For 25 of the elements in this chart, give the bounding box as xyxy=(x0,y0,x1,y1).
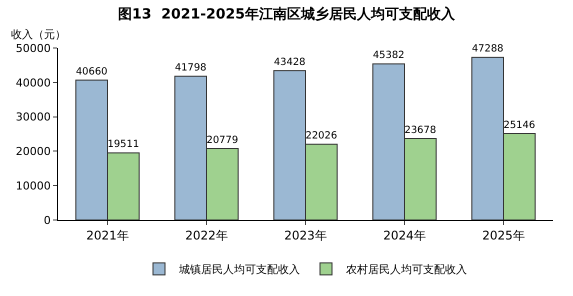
y-tick-label: 50000 xyxy=(16,42,51,55)
x-tick-label: 2024年 xyxy=(383,228,426,242)
data-label: 25146 xyxy=(504,120,536,131)
y-axis-title: 收入（元） xyxy=(11,28,66,41)
data-label: 19511 xyxy=(108,139,140,150)
y-tick-label: 20000 xyxy=(16,145,51,158)
x-tick-label: 2025年 xyxy=(482,228,525,242)
data-label: 40660 xyxy=(76,66,108,78)
data-label: 41798 xyxy=(174,62,206,74)
x-tick-label: 2022年 xyxy=(185,228,228,242)
chart-title: 图13 2021-2025年江南区城乡居民人均可支配收入 xyxy=(118,6,456,23)
x-tick-label: 2023年 xyxy=(284,228,327,242)
y-tick-label: 30000 xyxy=(16,110,51,124)
data-label: 23678 xyxy=(404,124,436,136)
data-label: 45382 xyxy=(372,50,404,62)
x-tick-label: 2021年 xyxy=(86,228,129,242)
legend-label: 农村居民人均可支配收入 xyxy=(346,263,467,276)
data-label: 20779 xyxy=(206,134,238,146)
y-tick-label: 0 xyxy=(44,214,51,227)
data-label: 47288 xyxy=(472,44,504,55)
data-label: 22026 xyxy=(306,130,338,142)
data-label: 43428 xyxy=(274,56,306,68)
y-tick-label: 10000 xyxy=(16,179,51,192)
y-tick-label: 40000 xyxy=(16,76,51,90)
legend-label: 城镇居民人均可支配收入 xyxy=(178,263,300,276)
